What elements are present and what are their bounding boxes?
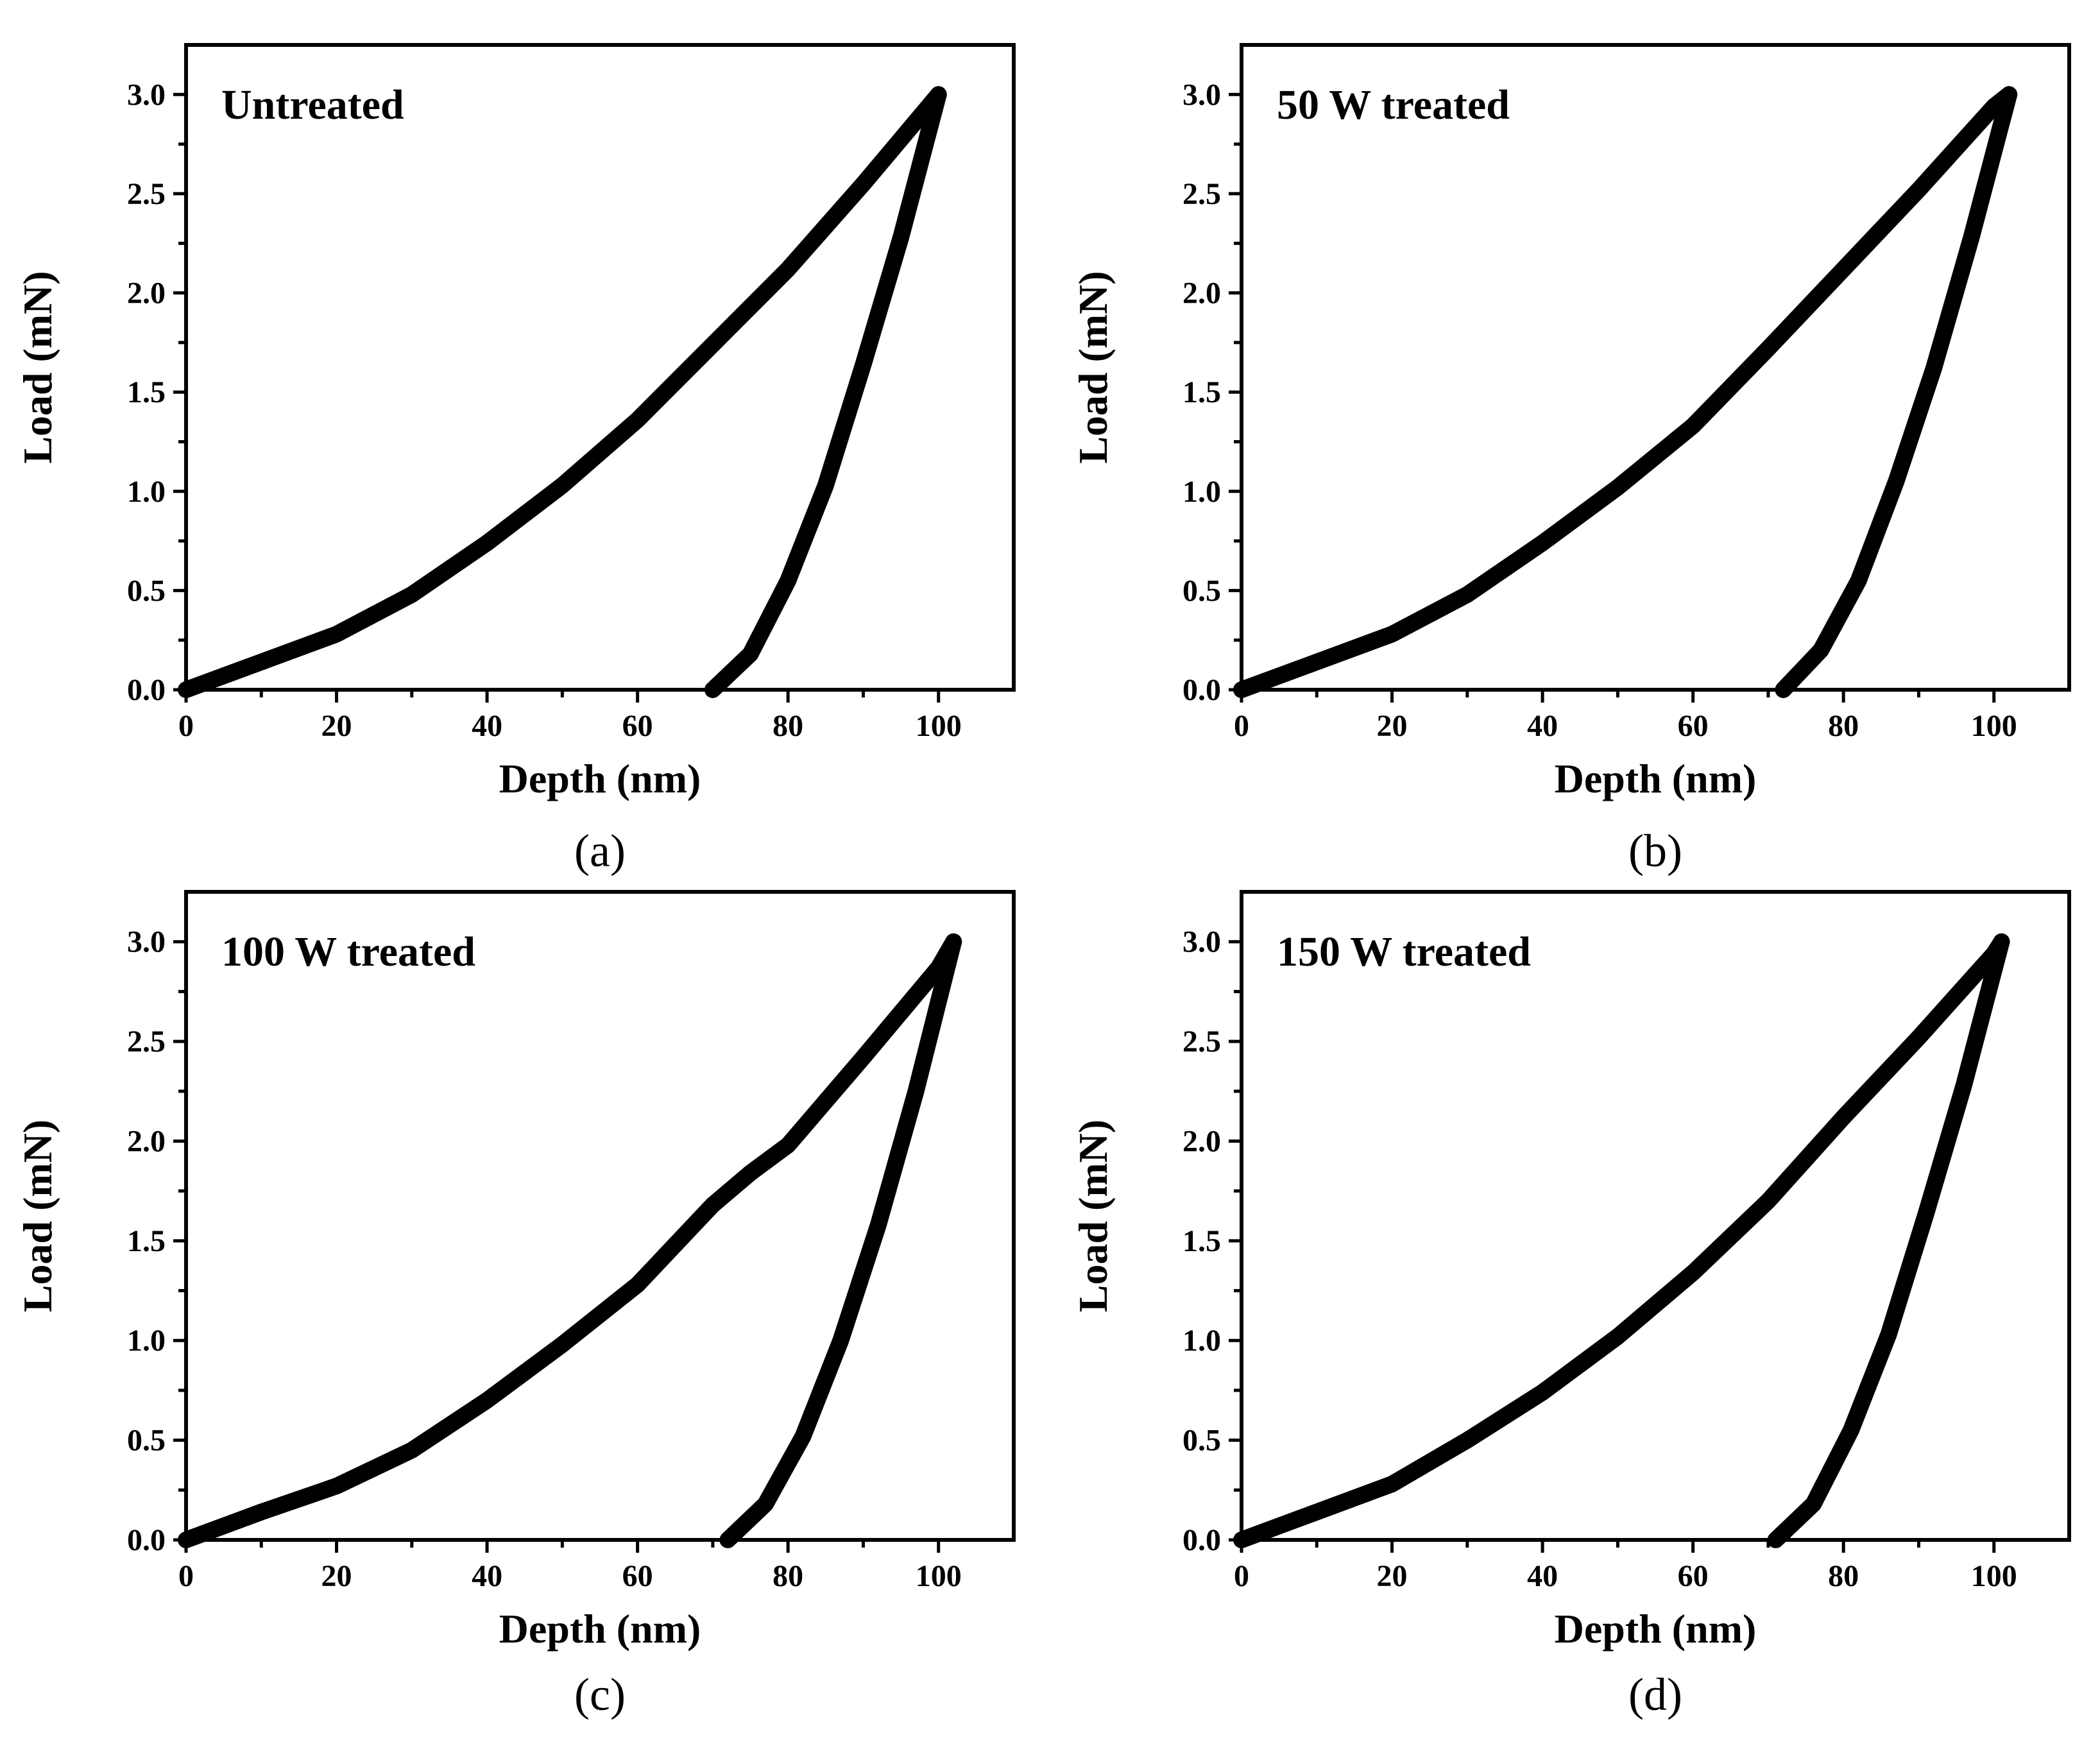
y-tick-label: 2.0 [127, 1124, 166, 1158]
y-tick-label: 1.0 [1182, 1324, 1221, 1358]
y-tick-label: 3.0 [127, 925, 166, 959]
panel-caption: (a) [574, 825, 626, 876]
panel-title: Untreated [221, 81, 404, 128]
plot-frame [1240, 43, 2071, 692]
panel-caption: (d) [1628, 1669, 1682, 1720]
x-axis-label: Depth (nm) [499, 1606, 701, 1652]
x-tick-label: 80 [1828, 709, 1859, 743]
x-tick-label: 60 [622, 709, 653, 743]
series-line-loading [178, 933, 962, 1548]
x-tick-label: 40 [1527, 1559, 1558, 1593]
chart-panel-0: 0 20 40 60 80 100 0.0 0.5 1.0 1.5 2.0 2.5 3.0 Depth (… [15, 43, 1016, 876]
x-tick-label: 0 [1234, 1559, 1249, 1593]
x-tick-label: 60 [1678, 709, 1709, 743]
y-axis-label: Load (mN) [1070, 1120, 1116, 1312]
x-tick-label: 40 [1527, 709, 1558, 743]
y-tick-label: 0.0 [1182, 1523, 1221, 1557]
y-tick-label: 2.0 [1182, 277, 1221, 311]
plot-frame [1240, 890, 2071, 1542]
x-axis-label: Depth (nm) [499, 756, 701, 801]
y-tick-label: 1.5 [1182, 1224, 1221, 1258]
series-line-loading [1233, 86, 2018, 698]
x-axis-label: Depth (nm) [1555, 1606, 1757, 1652]
x-tick-label: 80 [773, 1559, 803, 1593]
y-tick-label: 0.5 [127, 1424, 166, 1458]
panel-caption: (b) [1628, 825, 1682, 876]
chart-panel-1: 0 20 40 60 80 100 0.0 0.5 1.0 1.5 2.0 2.5 3.0 Depth (… [1070, 43, 2071, 876]
x-tick-label: 100 [916, 709, 962, 743]
y-tick-label: 3.0 [1182, 78, 1221, 112]
x-tick-label: 0 [178, 709, 194, 743]
y-axis-label: Load (mN) [15, 1120, 60, 1312]
y-tick-label: 2.5 [127, 1025, 166, 1059]
y-tick-label: 2.0 [1182, 1124, 1221, 1158]
y-tick-label: 2.5 [127, 177, 166, 211]
y-tick-label: 0.0 [127, 673, 166, 707]
y-tick-label: 1.0 [1182, 475, 1221, 509]
panel-title: 150 W treated [1277, 928, 1531, 975]
x-tick-label: 0 [178, 1559, 194, 1593]
y-tick-label: 3.0 [1182, 925, 1221, 959]
series-line-loading [1233, 933, 2010, 1548]
series-line-loading [178, 86, 947, 698]
y-tick-label: 1.5 [127, 375, 166, 409]
series-line-unloading [719, 933, 962, 1548]
series-line-unloading [704, 86, 947, 698]
x-tick-label: 20 [1377, 1559, 1408, 1593]
plot-frame [184, 890, 1016, 1542]
panel-caption: (c) [574, 1669, 626, 1720]
y-tick-label: 2.5 [1182, 1025, 1221, 1059]
x-axis-label: Depth (nm) [1555, 756, 1757, 801]
y-tick-label: 2.0 [127, 277, 166, 311]
y-tick-label: 0.5 [1182, 1424, 1221, 1458]
panel-title: 50 W treated [1277, 81, 1510, 128]
series-line-unloading [1767, 933, 2010, 1548]
y-tick-label: 1.0 [127, 475, 166, 509]
chart-panel-2: 0 20 40 60 80 100 0.0 0.5 1.0 1.5 2.0 2.5 3.0 Depth (… [15, 890, 1016, 1720]
x-tick-label: 80 [1828, 1559, 1859, 1593]
x-tick-label: 60 [622, 1559, 653, 1593]
y-tick-label: 1.5 [1182, 375, 1221, 409]
y-tick-label: 2.5 [1182, 177, 1221, 211]
y-tick-label: 3.0 [127, 78, 166, 112]
x-tick-label: 20 [321, 709, 352, 743]
y-tick-label: 0.5 [1182, 574, 1221, 608]
series-line-unloading [1775, 86, 2018, 698]
x-tick-label: 100 [916, 1559, 962, 1593]
x-tick-label: 0 [1234, 709, 1249, 743]
x-tick-label: 20 [1377, 709, 1408, 743]
y-tick-label: 0.0 [127, 1523, 166, 1557]
x-tick-label: 40 [472, 709, 502, 743]
y-axis-label: Load (mN) [15, 271, 60, 463]
y-tick-label: 0.0 [1182, 673, 1221, 707]
x-tick-label: 80 [773, 709, 803, 743]
y-tick-label: 0.5 [127, 574, 166, 608]
plot-frame [184, 43, 1016, 692]
x-tick-label: 60 [1678, 1559, 1709, 1593]
panel-title: 100 W treated [221, 928, 475, 975]
y-tick-label: 1.0 [127, 1324, 166, 1358]
x-tick-label: 40 [472, 1559, 502, 1593]
chart-panel-3: 0 20 40 60 80 100 0.0 0.5 1.0 1.5 2.0 2.5 3.0 Depth (… [1070, 890, 2071, 1720]
x-tick-label: 20 [321, 1559, 352, 1593]
y-tick-label: 1.5 [127, 1224, 166, 1258]
x-tick-label: 100 [1971, 1559, 2017, 1593]
y-axis-label: Load (mN) [1070, 271, 1116, 463]
x-tick-label: 100 [1971, 709, 2017, 743]
